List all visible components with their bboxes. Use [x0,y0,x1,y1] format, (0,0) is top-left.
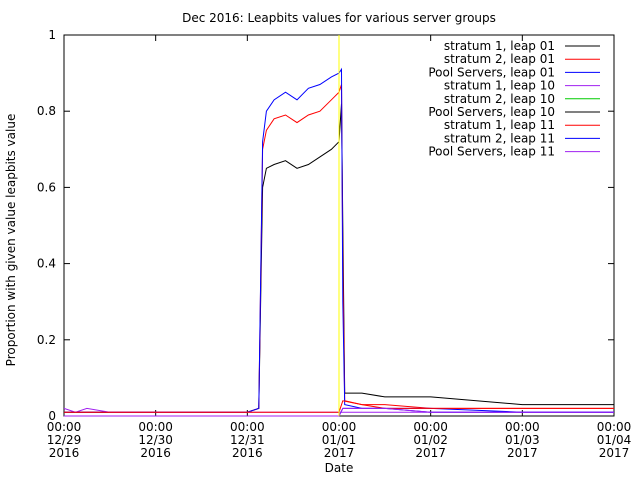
x-tick-label-time: 00:00 [322,420,357,434]
legend-label: Pool Servers, leap 10 [428,105,555,119]
x-tick-label-date: 12/31 [230,433,265,447]
legend-label: stratum 1, leap 01 [444,39,555,53]
chart-title: Dec 2016: Leapbits values for various se… [182,11,496,25]
series-line-7 [64,400,614,413]
x-tick-label-year: 2017 [324,446,355,460]
legend-label: stratum 2, leap 01 [444,52,555,66]
x-tick-label-time: 00:00 [47,420,82,434]
y-axis-label: Proportion with given value leapbits val… [4,114,18,367]
series-layer [63,67,614,417]
legend-label: stratum 1, leap 11 [444,118,555,132]
legend-label: stratum 2, leap 11 [444,131,555,145]
x-tick-label-date: 01/04 [597,433,632,447]
y-tick-label: 0.4 [37,257,56,271]
legend-label: stratum 1, leap 10 [444,79,555,93]
y-tick-label: 0.8 [37,104,56,118]
x-axis-label: Date [325,461,354,475]
y-tick-label: 0.6 [37,180,56,194]
x-tick-label-date: 01/01 [322,433,357,447]
series-line-9 [64,407,614,417]
x-tick-label-year: 2016 [140,446,171,460]
y-tick-label: 1 [48,28,56,42]
x-tick-label-date: 12/30 [138,433,173,447]
x-tick-label-time: 00:00 [230,420,265,434]
legend-label: Pool Servers, leap 11 [428,145,555,159]
y-tick-label: 0 [48,409,56,423]
x-tick-label-date: 12/29 [47,433,82,447]
legend-label: stratum 2, leap 10 [444,92,555,106]
x-tick-label-year: 2017 [415,446,446,460]
x-tick-label-year: 2017 [599,446,630,460]
y-axis-ticks: 0 0.2 0.4 0.6 0.8 1 [37,28,614,423]
y-tick-label: 0.2 [37,333,56,347]
x-tick-label-time: 00:00 [597,420,632,434]
x-axis-ticks: 00:0012/29201600:0012/30201600:0012/3120… [47,35,632,460]
x-tick-label-date: 01/02 [413,433,448,447]
x-tick-label-date: 01/03 [505,433,540,447]
x-tick-label-time: 00:00 [505,420,540,434]
x-tick-label-time: 00:00 [138,420,173,434]
x-tick-label-time: 00:00 [413,420,448,434]
x-tick-label-year: 2016 [49,446,80,460]
x-tick-label-year: 2016 [232,446,263,460]
legend-label: Pool Servers, leap 01 [428,65,555,79]
x-tick-label-year: 2017 [507,446,538,460]
